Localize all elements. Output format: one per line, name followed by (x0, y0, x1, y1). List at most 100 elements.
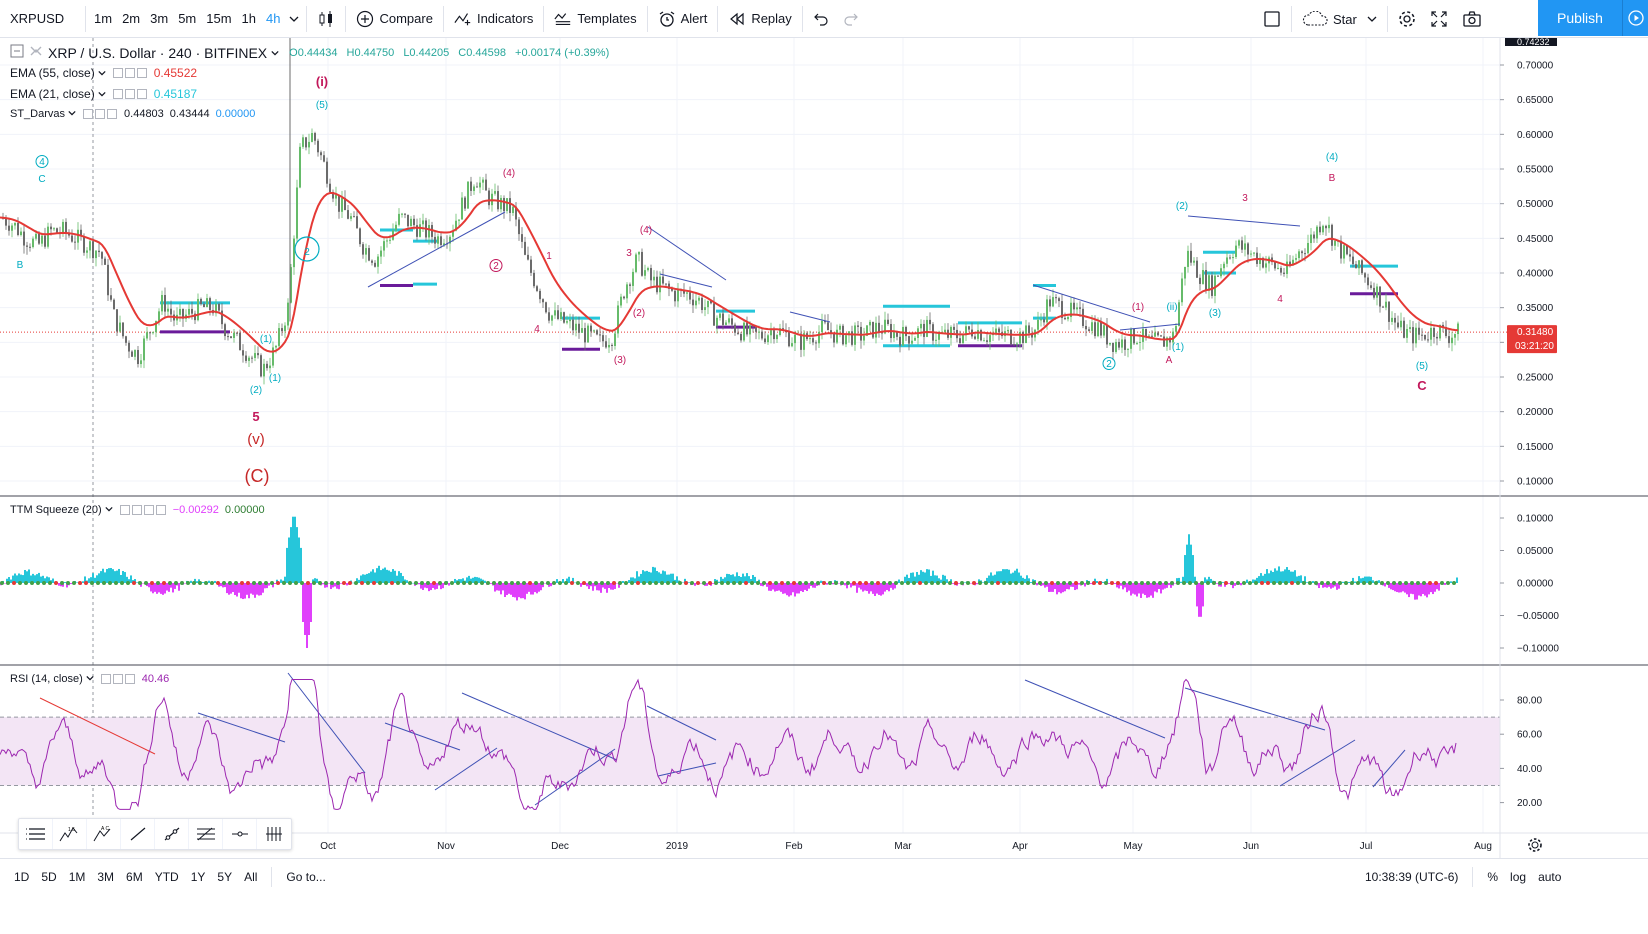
horizontal-line-icon[interactable] (223, 819, 257, 849)
visibility-eye-icon[interactable] (83, 109, 94, 119)
chevron-down-icon[interactable] (68, 108, 76, 120)
auto-scale-toggle[interactable]: auto (1538, 869, 1562, 884)
clock-timezone[interactable]: 10:38:39 (UTC-6) (1365, 869, 1459, 884)
alert-button[interactable]: Alert (651, 0, 715, 38)
elliott-correction-wave-icon[interactable]: A C (87, 819, 121, 849)
squeeze-bar (478, 577, 480, 583)
time-axis[interactable]: Oct Nov Dec 2019 Feb Mar Apr May Jun Jul Aug (320, 841, 1492, 852)
ttm-legend[interactable]: TTM Squeeze (20) −0.00292 0.00000 (10, 504, 265, 516)
remove-close-icon[interactable] (155, 505, 166, 515)
interval-3m[interactable]: 3m (150, 11, 169, 26)
fullscreen-box-icon[interactable] (1256, 0, 1288, 38)
rsi-legend[interactable]: RSI (14, close) 40.46 (10, 673, 169, 685)
percent-scale-toggle[interactable]: % (1487, 869, 1499, 884)
ema21-legend[interactable]: EMA (21, close) 0.45187 (10, 87, 197, 101)
settings-gear-icon[interactable] (1391, 0, 1423, 38)
chevron-down-icon[interactable] (86, 673, 94, 685)
squeeze-bar (214, 580, 216, 583)
candle-body (713, 303, 715, 326)
settings-gear-icon[interactable] (112, 674, 123, 684)
ray-line-icon[interactable] (155, 819, 189, 849)
interval-dropdown-chevron-icon[interactable] (285, 0, 303, 38)
squeeze-bar (96, 575, 98, 583)
squeeze-bar (1370, 576, 1372, 583)
candle-body (653, 276, 655, 281)
star-dropdown[interactable]: Star (1295, 0, 1384, 38)
symbol-title[interactable]: XRP / U.S. Dollar · 240 · BITFINEX (48, 44, 268, 61)
vertical-lines-icon[interactable] (257, 819, 291, 849)
squeeze-dot (822, 581, 826, 585)
chevron-down-icon[interactable] (98, 87, 106, 101)
squeeze-bar (66, 583, 68, 588)
source-icon[interactable] (143, 505, 154, 515)
range-5y[interactable]: 5Y (217, 869, 233, 884)
remove-close-icon[interactable] (124, 674, 135, 684)
squeeze-bar (156, 583, 158, 594)
publish-button[interactable]: Publish (1538, 0, 1622, 36)
log-scale-toggle[interactable]: log (1510, 869, 1527, 884)
settings-gear-icon[interactable] (124, 68, 135, 78)
visibility-eye-icon[interactable] (100, 674, 111, 684)
interval-1h[interactable]: 1h (241, 11, 257, 26)
settings-gear-icon[interactable] (95, 109, 106, 119)
price-axis[interactable]: 0.70000 0.65000 0.60000 0.55000 0.50000 0.450… (1500, 38, 1557, 488)
settings-gear-icon[interactable] (131, 505, 142, 515)
chevron-down-icon[interactable] (271, 46, 279, 60)
squeeze-bar (1360, 578, 1362, 583)
chevron-down-icon[interactable] (105, 504, 113, 516)
redo-icon[interactable] (836, 0, 866, 38)
symbol-search[interactable]: XRPUSD (10, 11, 65, 26)
chart-style-candles-icon[interactable] (310, 0, 342, 38)
ema55-legend[interactable]: EMA (55, close) 0.45522 (10, 66, 197, 80)
visibility-eye-icon[interactable] (119, 505, 130, 515)
chevron-down-icon[interactable] (98, 66, 106, 80)
visibility-eye-icon[interactable] (112, 89, 123, 99)
indicators-button[interactable]: Indicators (447, 0, 540, 38)
squeeze-bar (190, 580, 192, 583)
camera-snapshot-icon[interactable] (1455, 0, 1489, 38)
templates-button[interactable]: Templates (547, 0, 643, 38)
interval-4h[interactable]: 4h (266, 11, 281, 26)
fullscreen-icon[interactable] (1423, 0, 1455, 38)
gear-center (1531, 841, 1539, 849)
darvas-legend[interactable]: ST_Darvas 0.44803 0.43444 0.00000 (10, 108, 255, 120)
range-1m[interactable]: 1M (68, 869, 86, 884)
legend-collapse-icon[interactable] (10, 44, 24, 61)
squeeze-bar (912, 572, 914, 583)
candle-body (665, 283, 667, 285)
goto-button[interactable]: Go to... (286, 869, 326, 884)
squeeze-dot (1410, 581, 1414, 585)
chart-canvas[interactable]: (i) (5) (1) 4 C B (1) (2) 5 (v) (C) 2 (4) 2 1 4 3 (3) (2) (… (0, 38, 1648, 858)
squeeze-bar (376, 568, 378, 583)
compare-button[interactable]: Compare (349, 0, 439, 38)
candle-body (47, 226, 49, 247)
interval-1m[interactable]: 1m (94, 11, 113, 26)
squeeze-bar (272, 583, 274, 588)
range-1y[interactable]: 1Y (190, 869, 206, 884)
undo-icon[interactable] (806, 0, 836, 38)
remove-close-icon[interactable] (107, 109, 118, 119)
squeeze-bar (448, 583, 450, 586)
remove-close-icon[interactable] (136, 68, 147, 78)
range-all[interactable]: All (244, 869, 258, 884)
visibility-eye-icon[interactable] (112, 68, 123, 78)
elliott-impulse-wave-icon[interactable]: 1 5 (53, 819, 87, 849)
range-6m[interactable]: 6M (126, 869, 143, 884)
interval-2m[interactable]: 2m (122, 11, 141, 26)
range-1d[interactable]: 1D (14, 869, 30, 884)
drawbar-menu-icon[interactable] (19, 819, 53, 849)
fib-retracement-icon[interactable] (189, 819, 223, 849)
rsi-axis[interactable]: 80.00 60.00 40.00 20.00 (1500, 696, 1542, 852)
publish-play-icon[interactable] (1622, 0, 1648, 36)
ttm-axis[interactable]: 0.10000 0.05000 0.00000 −0.05000 −0.10000 (1500, 514, 1559, 655)
range-3m[interactable]: 3M (97, 869, 115, 884)
trend-line-icon[interactable] (121, 819, 155, 849)
range-ytd[interactable]: YTD (154, 869, 179, 884)
interval-15m[interactable]: 15m (206, 11, 232, 26)
range-5d[interactable]: 5D (41, 869, 57, 884)
interval-5m[interactable]: 5m (178, 11, 197, 26)
replay-button[interactable]: Replay (721, 0, 798, 38)
squeeze-bar (194, 578, 196, 583)
remove-close-icon[interactable] (136, 89, 147, 99)
settings-gear-icon[interactable] (124, 89, 135, 99)
